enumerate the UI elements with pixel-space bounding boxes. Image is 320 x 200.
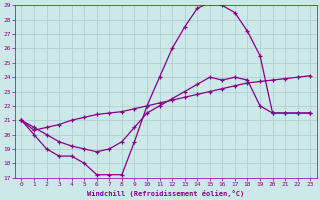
X-axis label: Windchill (Refroidissement éolien,°C): Windchill (Refroidissement éolien,°C): [87, 190, 244, 197]
